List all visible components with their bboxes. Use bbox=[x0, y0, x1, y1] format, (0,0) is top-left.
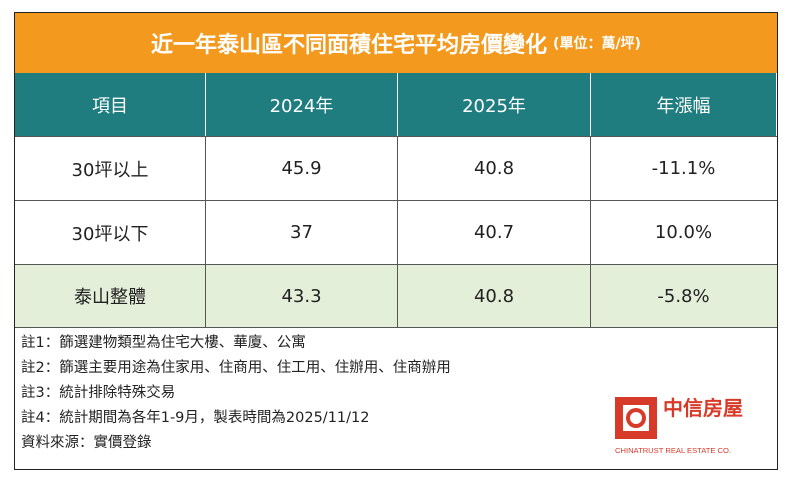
table-cell: 45.9 bbox=[205, 137, 397, 200]
table-cell: 43.3 bbox=[205, 265, 397, 327]
table-cell: 泰山整體 bbox=[74, 287, 146, 308]
unit: (單位：萬/坪) bbox=[553, 36, 641, 52]
note: 註3：統計排除特殊交易 bbox=[21, 385, 176, 401]
table-cell: 40.8 bbox=[397, 265, 590, 327]
logo: 中信房屋 CHINATRUST REAL ESTATE CO. bbox=[615, 396, 743, 455]
logo-name: 中信房屋 bbox=[663, 396, 743, 420]
header-cell: 項目 bbox=[15, 73, 205, 136]
header-row: 項目 2024年 2025年 年漲幅 bbox=[15, 73, 777, 136]
note: 註4：統計期間為各年1-9月，製表時間為2025/11/12 bbox=[21, 410, 370, 426]
table-cell: 37 bbox=[205, 201, 397, 264]
note: 註2：篩選主要用途為住家用、住商用、住工用、住辦用、住商辦用 bbox=[21, 360, 451, 376]
logo-english: CHINATRUST REAL ESTATE CO. bbox=[615, 446, 731, 455]
title-bar: 近一年泰山區不同面積住宅平均房價變化 (單位：萬/坪) bbox=[15, 13, 777, 73]
table-cell: 10.0% bbox=[590, 201, 776, 264]
table-row: 30坪以上 45.9 40.8 -11.1% bbox=[15, 136, 777, 200]
table-cell: -5.8% bbox=[590, 265, 776, 327]
table-cell: 30坪以下 bbox=[71, 223, 149, 245]
header-cell: 年漲幅 bbox=[590, 73, 776, 136]
header-cell: 2024年 bbox=[205, 73, 397, 136]
logo-icon bbox=[630, 412, 642, 424]
table-cell: 40.8 bbox=[397, 137, 590, 200]
table-cell: 30坪以上 bbox=[71, 159, 149, 181]
note: 註1：篩選建物類型為住宅大樓、華廈、公寓 bbox=[21, 335, 306, 351]
note: 資料來源：實價登錄 bbox=[21, 435, 152, 451]
table-row: 泰山整體 43.3 40.8 -5.8% bbox=[15, 264, 777, 328]
title: 近一年泰山區不同面積住宅平均房價變化 bbox=[151, 33, 548, 58]
header-cell: 2025年 bbox=[397, 73, 590, 136]
table-cell: -11.1% bbox=[590, 137, 776, 200]
table-row: 30坪以下 37 40.7 10.0% bbox=[15, 200, 777, 264]
notes: 註1：篩選建物類型為住宅大樓、華廈、公寓註2：篩選主要用途為住家用、住商用、住工… bbox=[21, 331, 451, 456]
infographic: 近一年泰山區不同面積住宅平均房價變化 (單位：萬/坪) 項目 2024年 2025年… bbox=[14, 12, 778, 470]
table-cell: 40.7 bbox=[397, 201, 590, 264]
